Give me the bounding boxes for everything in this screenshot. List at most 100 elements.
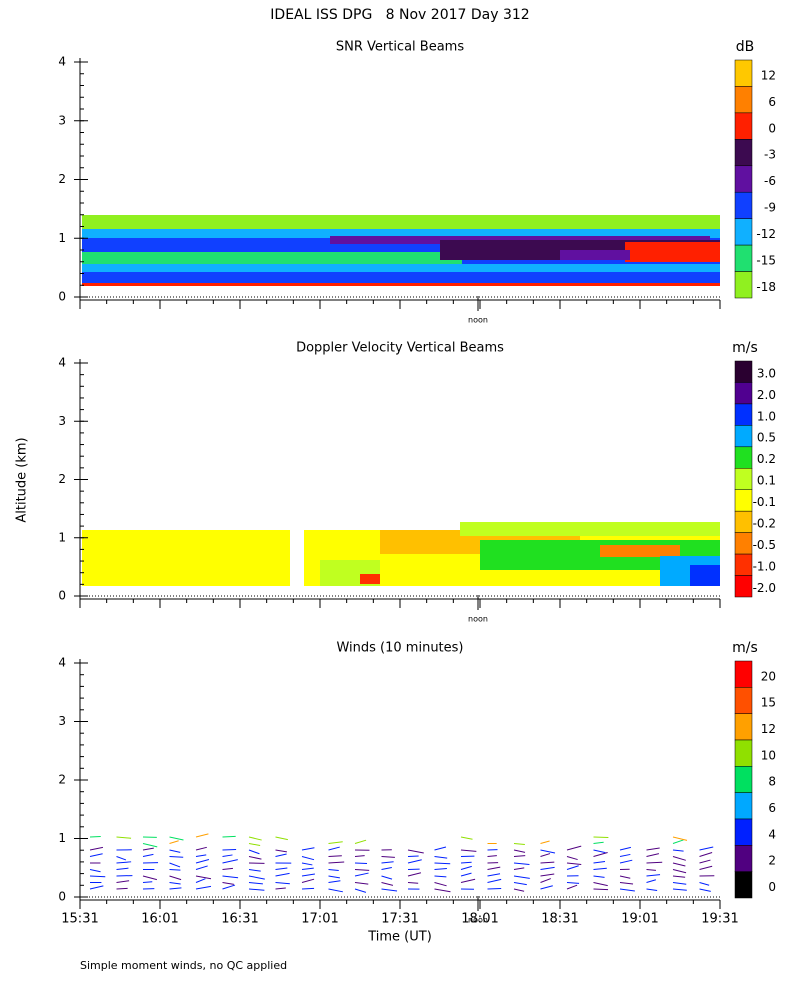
barb (408, 856, 419, 857)
colorbar-segment (735, 687, 752, 713)
colorbar-label: -0.2 (753, 517, 776, 531)
noon-label: noon (468, 615, 488, 624)
colorbar-segment (735, 740, 752, 766)
colorbar-label: -3 (764, 148, 776, 162)
colorbar-label: -0.1 (753, 495, 776, 509)
colorbar-segment (735, 382, 752, 403)
colorbar-label: 15 (761, 696, 776, 710)
panel-title: Doppler Velocity Vertical Beams (296, 341, 504, 356)
y-axis-label: Altitude (km) (15, 437, 30, 522)
y-tick-label: 0 (58, 589, 66, 603)
colorbar-segment (735, 533, 752, 554)
colorbar-segment (735, 139, 752, 165)
y-tick-label: 4 (58, 55, 66, 69)
colorbar-segment (735, 490, 752, 511)
colorbar-segment (735, 576, 752, 597)
colorbar-segment (735, 845, 752, 871)
colorbar-label: 3.0 (757, 366, 776, 380)
colorbar-segment (735, 60, 752, 86)
barb (461, 862, 472, 863)
colorbar-label: 0.1 (757, 474, 776, 488)
colorbar-label: 0.2 (757, 452, 776, 466)
colorbar-segment (735, 404, 752, 425)
panel-title: SNR Vertical Beams (336, 40, 464, 55)
noon-label: noon (468, 316, 488, 325)
x-tick-label: 19:31 (701, 912, 738, 927)
y-tick-label: 2 (58, 773, 66, 787)
x-tick-label: 17:31 (381, 912, 418, 927)
footnote: Simple moment winds, no QC applied (80, 959, 287, 972)
y-tick-label: 3 (58, 714, 66, 728)
y-tick-label: 4 (58, 356, 66, 370)
colorbar-segment (735, 511, 752, 532)
y-tick-label: 1 (58, 231, 66, 245)
colorbar-label: 2.0 (757, 388, 776, 402)
barb (117, 888, 128, 889)
colorbar-label: -12 (756, 227, 776, 241)
colorbar-segment (735, 166, 752, 192)
colorbar-label: -0.5 (753, 538, 776, 552)
colorbar-unit: dB (736, 39, 755, 55)
colorbar-segment (735, 468, 752, 489)
colorbar-label: -15 (756, 253, 776, 267)
colorbar-segment (735, 819, 752, 845)
colorbar-label: 10 (761, 748, 776, 762)
colorbar-segment (735, 425, 752, 446)
y-tick-label: 2 (58, 472, 66, 486)
barb (594, 889, 609, 890)
x-tick-label: 15:31 (61, 912, 98, 927)
colorbar-label: -9 (764, 201, 776, 215)
y-tick-label: 0 (58, 890, 66, 904)
barb (408, 883, 418, 884)
colorbar-label: 0 (768, 121, 776, 135)
y-tick-label: 3 (58, 414, 66, 428)
x-tick-label: 16:31 (221, 912, 258, 927)
colorbar-segment (735, 219, 752, 245)
snr-field (82, 215, 720, 286)
colorbar-segment (735, 554, 752, 575)
colorbar-segment (735, 361, 752, 382)
colorbar-segment (735, 113, 752, 139)
colorbar-label: 0.5 (757, 431, 776, 445)
colorbar-label: 6 (768, 95, 776, 109)
colorbar-label: -18 (756, 280, 776, 294)
colorbar-label: -2.0 (753, 581, 776, 595)
colorbar-unit: m/s (732, 340, 758, 356)
doppler-field (82, 522, 720, 586)
colorbar-segment (735, 793, 752, 819)
colorbar-label: 0 (768, 880, 776, 894)
x-axis-label: Time (UT) (367, 930, 432, 945)
x-tick-label: 19:01 (621, 912, 658, 927)
x-tick-label: 17:01 (301, 912, 338, 927)
colorbar-segment (735, 245, 752, 271)
colorbar-label: 4 (768, 827, 776, 841)
colorbar-unit: m/s (732, 640, 758, 656)
barb (488, 888, 502, 889)
colorbar-label: 6 (768, 801, 776, 815)
colorbar-segment (735, 872, 752, 898)
y-tick-label: 0 (58, 290, 66, 304)
figure-title: IDEAL ISS DPG 8 Nov 2017 Day 312 (270, 7, 529, 23)
x-tick-label: 18:01 (461, 912, 498, 927)
colorbar-label: -1.0 (753, 559, 776, 573)
colorbar-label: -6 (764, 174, 776, 188)
barb (143, 882, 152, 883)
y-tick-label: 1 (58, 831, 66, 845)
colorbar-segment (735, 272, 752, 298)
barb (302, 888, 314, 889)
y-tick-label: 4 (58, 656, 66, 670)
colorbar-label: 12 (761, 68, 776, 82)
colorbar-label: 20 (761, 669, 776, 683)
x-tick-label: 16:01 (141, 912, 178, 927)
y-tick-label: 3 (58, 113, 66, 127)
panel-title: Winds (10 minutes) (336, 641, 463, 656)
x-tick-label: 18:31 (541, 912, 578, 927)
colorbar-segment (735, 766, 752, 792)
y-tick-label: 2 (58, 172, 66, 186)
colorbar-segment (735, 661, 752, 687)
barb (170, 857, 184, 858)
colorbar-segment (735, 86, 752, 112)
colorbar-label: 2 (768, 854, 776, 868)
colorbar-label: 8 (768, 775, 776, 789)
